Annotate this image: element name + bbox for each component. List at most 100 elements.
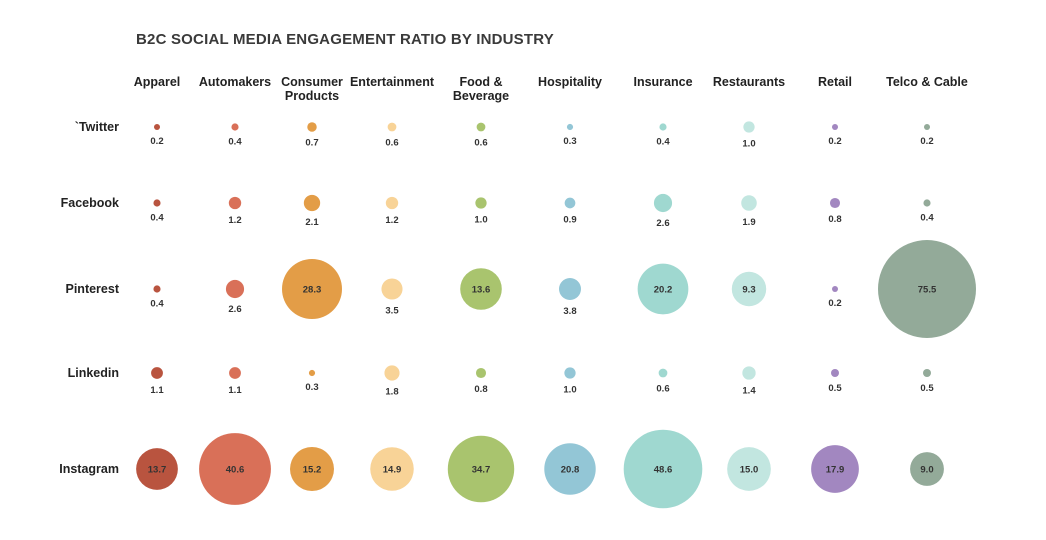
value-label-pinterest-entertainment: 3.5 (385, 306, 399, 317)
bubble-linkedin-automakers (229, 367, 241, 379)
bubble-linkedin-apparel (151, 367, 163, 379)
bubble-pinterest-insurance (637, 263, 689, 315)
bubble-instagram-hospitality (544, 443, 596, 495)
value-label-twitter-automakers: 0.4 (228, 137, 242, 148)
value-label-facebook-apparel: 0.4 (150, 213, 164, 224)
value-label-pinterest-retail: 0.2 (828, 298, 841, 309)
value-label-twitter-apparel: 0.2 (150, 136, 163, 147)
bubble-pinterest-automakers (225, 279, 245, 299)
value-label-instagram-consumer-products: 15.2 (303, 465, 322, 476)
value-label-twitter-restaurants: 1.0 (742, 139, 755, 150)
bubble-linkedin-entertainment (384, 365, 400, 381)
value-label-instagram-apparel: 13.7 (148, 465, 167, 476)
row-label-twitter: `Twitter (75, 120, 119, 134)
bubble-twitter-hospitality (566, 123, 574, 131)
bubble-facebook-entertainment (385, 196, 399, 210)
bubble-twitter-telco-cable (924, 124, 930, 130)
value-label-linkedin-food-beverage: 0.8 (474, 384, 487, 395)
bubble-pinterest-hospitality (559, 278, 581, 300)
value-label-pinterest-automakers: 2.6 (228, 304, 241, 315)
value-label-linkedin-insurance: 0.6 (656, 383, 669, 394)
chart-title: B2C SOCIAL MEDIA ENGAGEMENT RATIO BY IND… (136, 31, 554, 48)
value-label-twitter-food-beverage: 0.6 (474, 137, 487, 148)
bubble-linkedin-insurance (658, 368, 668, 378)
column-label-hospitality: Hospitality (538, 75, 602, 89)
bubble-pinterest-telco-cable (878, 240, 976, 338)
bubble-linkedin-consumer-products (308, 369, 316, 377)
value-label-facebook-telco-cable: 0.4 (920, 213, 934, 224)
value-label-facebook-entertainment: 1.2 (385, 215, 398, 226)
value-label-instagram-restaurants: 15.0 (740, 465, 759, 476)
bubble-facebook-retail (829, 197, 841, 209)
value-label-linkedin-retail: 0.5 (828, 383, 842, 394)
value-label-twitter-insurance: 0.4 (656, 137, 670, 148)
value-label-linkedin-consumer-products: 0.3 (305, 382, 318, 393)
value-labels: 0.2 0.4 0.7 0.6 0.6 0.3 0.4 1.0 0.2 0.2 0.4 1.2 2.1 1… (148, 136, 937, 476)
value-label-twitter-retail: 0.2 (828, 136, 841, 147)
value-label-facebook-retail: 0.8 (828, 214, 841, 225)
bubble-pinterest-retail (832, 286, 838, 292)
bubble-pinterest-restaurants (731, 271, 767, 307)
bubble-instagram-retail (811, 445, 859, 493)
bubble-twitter-consumer-products (307, 122, 317, 132)
value-label-facebook-hospitality: 0.9 (563, 214, 576, 225)
value-label-pinterest-telco-cable: 75.5 (918, 285, 937, 296)
value-label-twitter-consumer-products: 0.7 (305, 138, 318, 149)
bubble-twitter-food-beverage (476, 122, 486, 132)
bubble-twitter-automakers (231, 123, 239, 131)
value-label-pinterest-insurance: 20.2 (654, 285, 673, 296)
value-label-facebook-restaurants: 1.9 (742, 217, 755, 228)
bubble-instagram-telco-cable (910, 452, 944, 486)
column-label-automakers: Automakers (199, 75, 271, 89)
value-label-instagram-automakers: 40.6 (226, 465, 245, 476)
bubbles (136, 121, 976, 509)
bubble-twitter-insurance (659, 123, 667, 131)
value-label-pinterest-hospitality: 3.8 (563, 306, 576, 317)
row-labels: `Twitter Facebook Pinterest Linkedin Instagr… (59, 120, 120, 476)
value-label-twitter-hospitality: 0.3 (563, 136, 576, 147)
bubble-facebook-restaurants (741, 195, 757, 211)
column-label-consumer-products: Consumer Products (281, 75, 343, 103)
bubble-linkedin-telco-cable (923, 369, 931, 377)
value-label-pinterest-food-beverage: 13.6 (472, 285, 491, 296)
bubble-facebook-apparel (153, 199, 161, 207)
row-label-linkedin: Linkedin (68, 366, 119, 380)
bubble-instagram-restaurants (727, 447, 771, 491)
bubble-facebook-food-beverage (475, 197, 487, 209)
bubble-linkedin-hospitality (564, 367, 576, 379)
bubble-linkedin-food-beverage (475, 367, 487, 379)
bubble-instagram-food-beverage (447, 435, 515, 503)
value-label-linkedin-automakers: 1.1 (228, 385, 242, 396)
bubble-facebook-hospitality (564, 197, 576, 209)
bubble-linkedin-retail (831, 369, 839, 377)
value-label-linkedin-entertainment: 1.8 (385, 387, 398, 398)
bubble-facebook-automakers (228, 196, 242, 210)
value-label-facebook-insurance: 2.6 (656, 218, 669, 229)
bubble-twitter-retail (832, 124, 838, 130)
value-label-instagram-hospitality: 20.8 (561, 465, 580, 476)
column-label-retail: Retail (818, 75, 852, 89)
value-label-twitter-telco-cable: 0.2 (920, 136, 933, 147)
column-label-telco-cable: Telco & Cable (886, 75, 968, 89)
value-label-linkedin-telco-cable: 0.5 (920, 383, 934, 394)
bubble-pinterest-consumer-products (282, 259, 342, 319)
bubble-pinterest-entertainment (381, 278, 403, 300)
bubble-pinterest-apparel (153, 285, 161, 293)
value-label-facebook-automakers: 1.2 (228, 215, 241, 226)
row-label-pinterest: Pinterest (66, 282, 120, 296)
value-label-twitter-entertainment: 0.6 (385, 137, 398, 148)
value-label-pinterest-restaurants: 9.3 (742, 285, 755, 296)
value-label-instagram-retail: 17.9 (826, 465, 845, 476)
bubble-facebook-consumer-products (303, 194, 321, 212)
bubble-instagram-insurance (623, 429, 703, 509)
value-label-instagram-entertainment: 14.9 (383, 465, 402, 476)
value-label-linkedin-hospitality: 1.0 (563, 385, 576, 396)
bubble-pinterest-food-beverage (460, 268, 502, 310)
bubble-instagram-consumer-products (290, 447, 334, 491)
value-label-linkedin-restaurants: 1.4 (742, 386, 756, 397)
value-label-pinterest-consumer-products: 28.3 (303, 285, 322, 296)
value-label-pinterest-apparel: 0.4 (150, 299, 164, 310)
bubble-facebook-insurance (653, 193, 673, 213)
bubble-facebook-telco-cable (923, 199, 931, 207)
